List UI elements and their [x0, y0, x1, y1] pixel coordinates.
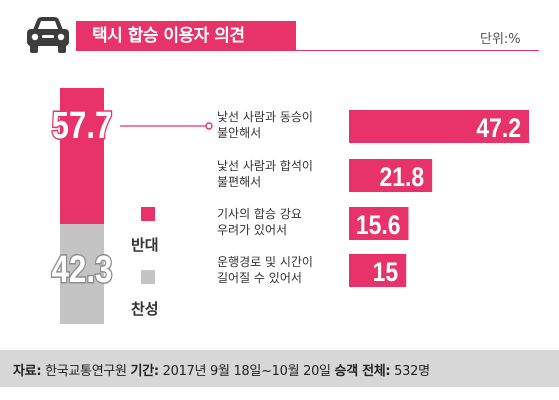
reason-label-1-line2: 불안해서 — [217, 126, 262, 140]
reason-label-4: 운행경로 및 시간이 길어질 수 있어서 — [217, 254, 347, 286]
stack-segment-oppose — [60, 88, 104, 225]
reason-value-1: 47.2 — [476, 113, 521, 143]
source-value: 한국교통연구원 — [45, 364, 127, 379]
reason-value-3: 15.6 — [356, 210, 401, 240]
stack-value-support: 42.3 — [52, 249, 113, 291]
reason-label-1-line1: 낯선 사람과 동승이 — [217, 110, 313, 124]
reason-label-2-line2: 불편해서 — [217, 175, 262, 189]
reason-label-4-line2: 길어질 수 있어서 — [217, 271, 302, 285]
legend-swatch-oppose — [141, 207, 155, 221]
stack-segment-support — [60, 224, 104, 324]
legend-label-oppose: 반대 — [131, 236, 159, 254]
total-label: 승객 전체: — [334, 364, 391, 379]
reason-label-2: 낯선 사람과 합석이 불편해서 — [217, 158, 347, 190]
reason-bar-2 — [349, 159, 433, 192]
unit-label: 단위:% — [480, 32, 521, 47]
reason-bar-1 — [349, 110, 529, 143]
total-value: 532명 — [394, 364, 430, 379]
chart-title: 택시 합승 이용자 의견 — [92, 26, 245, 46]
source-label: 자료: — [13, 364, 42, 379]
car-icon — [27, 17, 69, 53]
period-value: 2017년 9월 18일~10월 20일 — [162, 364, 331, 379]
title-rule — [296, 50, 539, 51]
reason-bar-4 — [349, 254, 407, 287]
source-bar — [0, 350, 559, 387]
period-label: 기간: — [130, 364, 160, 379]
reason-label-3-line2: 우려가 있어서 — [217, 223, 288, 237]
stack-value-oppose: 57.7 — [52, 105, 113, 147]
legend-label-support: 찬성 — [131, 300, 159, 318]
reason-value-2: 21.8 — [379, 162, 424, 192]
legend-swatch-support — [141, 270, 155, 284]
title-band — [76, 21, 296, 51]
reason-label-1: 낯선 사람과 동승이 불안해서 — [217, 109, 347, 141]
reason-label-4-line1: 운행경로 및 시간이 — [217, 255, 313, 269]
reason-label-3: 기사의 합승 강요 우려가 있어서 — [217, 206, 347, 238]
source-line: 자료: 한국교통연구원 기간: 2017년 9월 18일~10월 20일 승객 … — [13, 360, 430, 379]
connector-dot — [205, 122, 213, 130]
reason-label-3-line1: 기사의 합승 강요 — [217, 207, 302, 221]
reason-value-4: 15 — [373, 257, 399, 287]
reason-label-2-line1: 낯선 사람과 합석이 — [217, 159, 313, 173]
reason-bar-3 — [349, 207, 409, 240]
